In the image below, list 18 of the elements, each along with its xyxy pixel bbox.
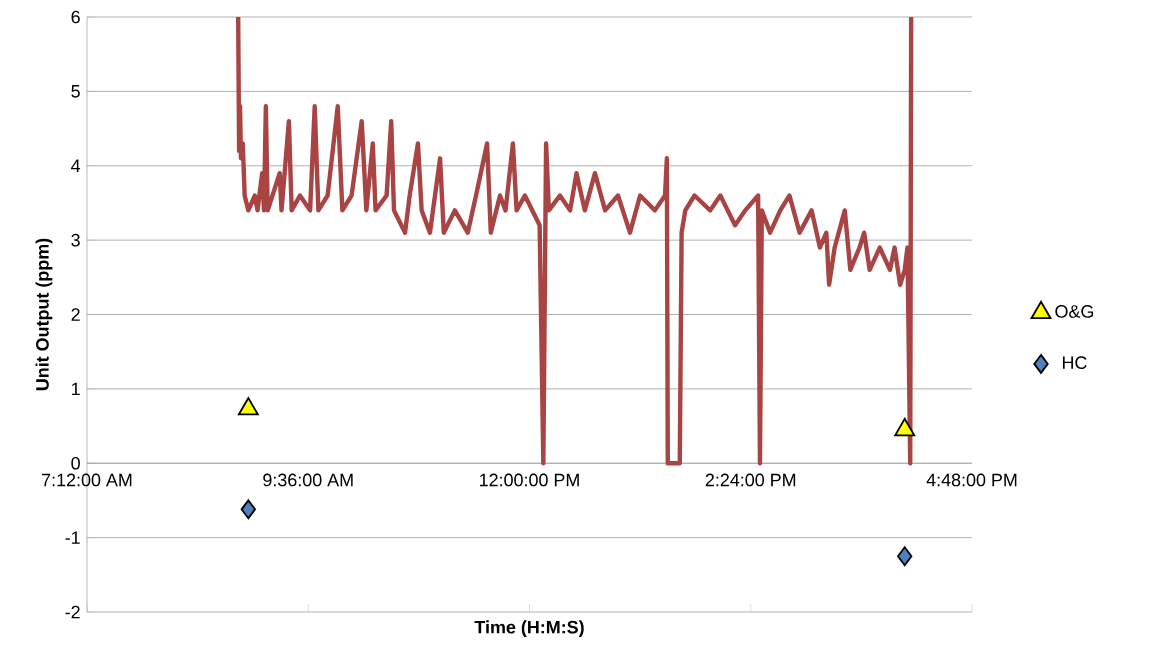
legend-label: O&G [1055, 305, 1094, 318]
y-tick-label: 4 [71, 159, 81, 172]
x-tick-label: 4:48:00 PM [926, 473, 1017, 487]
y-tick-label: -1 [65, 531, 80, 544]
y-axis-title: Unit Output (ppm) [35, 238, 53, 391]
y-tick-label: 2 [71, 308, 80, 321]
x-tick-label: 9:36:00 AM [263, 473, 353, 487]
y-tick-label: 5 [71, 85, 80, 98]
x-tick-label: 12:00:00 PM [480, 473, 579, 487]
legend-label: HC [1062, 356, 1087, 369]
x-tick-label: 7:12:00 AM [42, 473, 132, 487]
y-tick-label: 6 [71, 10, 80, 24]
y-tick-label: 3 [71, 233, 80, 247]
x-tick-label: 2:24:00 PM [705, 473, 796, 487]
y-tick-label: 0 [71, 456, 80, 470]
x-axis-title: Time (H:M:S) [474, 620, 584, 638]
y-tick-label: 1 [72, 382, 80, 396]
y-tick-label: -2 [65, 605, 80, 619]
